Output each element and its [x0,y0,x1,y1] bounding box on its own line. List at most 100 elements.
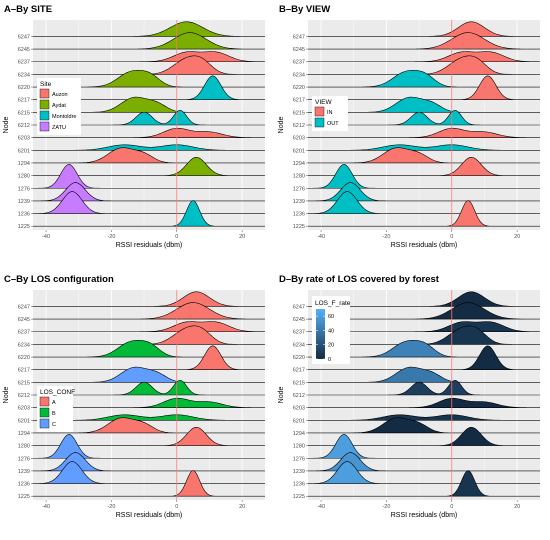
ridge-1276 [33,164,265,189]
ridge-6247 [33,291,265,307]
ridge-6203 [308,397,540,408]
y-tick-label: 1225 [18,224,30,230]
ridge-6247 [308,21,540,37]
y-tick-label: 1294 [293,431,305,437]
y-tick-label: 1225 [293,224,305,230]
y-tick-label: 6237 [18,330,30,336]
y-tick-label: 6245 [293,47,305,53]
y-tick-label: 1276 [18,186,30,192]
x-axis-label: RSSI residuals (dbm) [116,512,183,519]
y-tick-label: 1276 [18,456,30,462]
y-tick-label: 6215 [293,380,305,386]
x-axis-label: RSSI residuals (dbm) [116,242,183,249]
y-tick-label: 6212 [293,123,305,129]
x-tick-label: -20 [107,234,115,240]
ridge-1225 [33,200,265,227]
y-tick-label: 6203 [18,136,30,142]
y-tick-label: 6237 [18,60,30,66]
ridge-6220 [308,70,540,88]
ridge-1276 [308,434,540,459]
x-axis-label: RSSI residuals (dbm) [391,512,458,519]
ridge-1276 [33,434,265,459]
panel-title: A–By SITE [4,4,52,15]
y-tick-label: 6212 [18,393,30,399]
y-tick-label: 1280 [18,444,30,450]
y-tick-label: 1236 [18,482,30,488]
y-tick-label: 6247 [18,304,30,310]
legend: LOS_CONF ABC [37,386,75,432]
colorbar-label: 40 [328,328,334,334]
y-tick-label: 6215 [293,110,305,116]
y-tick-label: 6217 [18,98,30,104]
x-tick-label: 20 [239,504,245,510]
y-tick-label: 6212 [18,123,30,129]
y-tick-label: 6203 [18,406,30,412]
y-tick-label: 6237 [293,330,305,336]
y-tick-label: 6217 [293,98,305,104]
ridge-6201 [33,144,265,151]
ridges [308,291,540,497]
ridge-1239 [33,182,265,202]
y-tick-label: 6201 [293,148,305,154]
legend-swatch [314,117,325,128]
y-tick-label: 6245 [293,317,305,323]
y-tick-label: 1276 [293,456,305,462]
x-tick-label: 0 [175,504,178,510]
y-tick-label: 6234 [18,72,30,78]
y-tick-label: 1239 [293,469,305,475]
ridge-6247 [33,21,265,37]
y-tick-label: 6201 [293,418,305,424]
ridge-6212 [308,380,540,396]
panel-1: A–By SITE 6247 6245 6237 6234 6220 6217 6215 621… [3,4,265,249]
y-tick-label: 1294 [18,431,30,437]
ridge-6237 [33,321,265,333]
ridge-1294 [33,147,265,164]
ridge-1239 [308,182,540,202]
x-tick-label: -40 [42,234,50,240]
y-tick-label: 6247 [293,34,305,40]
panel-title: C–By LOS configuration [4,274,114,285]
x-tick-label: -40 [317,234,325,240]
panel-title: B–By VIEW [279,4,330,15]
y-axis-label: Node [3,387,10,404]
ridge-1239 [308,452,540,472]
x-tick-label: -20 [382,234,390,240]
panel-4: D–By rate of LOS covered by forest 6247 62… [278,274,540,519]
y-tick-label: 6245 [18,317,30,323]
y-tick-label: 1280 [293,174,305,180]
legend-swatch [39,418,50,429]
legend-title: VIEW [315,99,332,106]
panel-3: C–By LOS configuration 6247 6245 6237 6234 62… [3,274,265,519]
y-tick-label: 6201 [18,418,30,424]
y-tick-label: 1225 [18,494,30,500]
y-tick-label: 6220 [293,355,305,361]
ridge-1236 [308,191,540,214]
y-tick-label: 6203 [293,406,305,412]
legend-swatch [39,99,50,110]
ridges [33,21,265,227]
y-tick-label: 6215 [18,380,30,386]
ridges [33,291,265,497]
y-tick-label: 6220 [18,355,30,361]
colorbar-label: 20 [328,343,334,349]
ridge-6215 [308,366,540,383]
ridge-1236 [33,461,265,484]
legend-swatch [39,110,50,121]
ridge-1294 [308,417,540,434]
ridge-6237 [33,51,265,63]
ridge-1225 [308,200,540,227]
y-tick-label: 6203 [293,136,305,142]
legend-label: ZATU [52,125,66,131]
y-tick-label: 1236 [293,212,305,218]
legend-label: C [52,422,56,428]
ridge-6201 [308,144,540,151]
panel-2: B–By VIEW 6247 6245 6237 6234 6220 6217 6215 621… [278,4,540,249]
ridge-6215 [33,366,265,383]
x-tick-label: 20 [514,234,520,240]
colorbar-label: 0 [328,357,331,363]
y-tick-label: 6245 [18,47,30,53]
ridges [308,21,540,227]
ridge-6245 [308,32,540,50]
legend-label: B [52,411,56,417]
legend-swatch [39,396,50,407]
